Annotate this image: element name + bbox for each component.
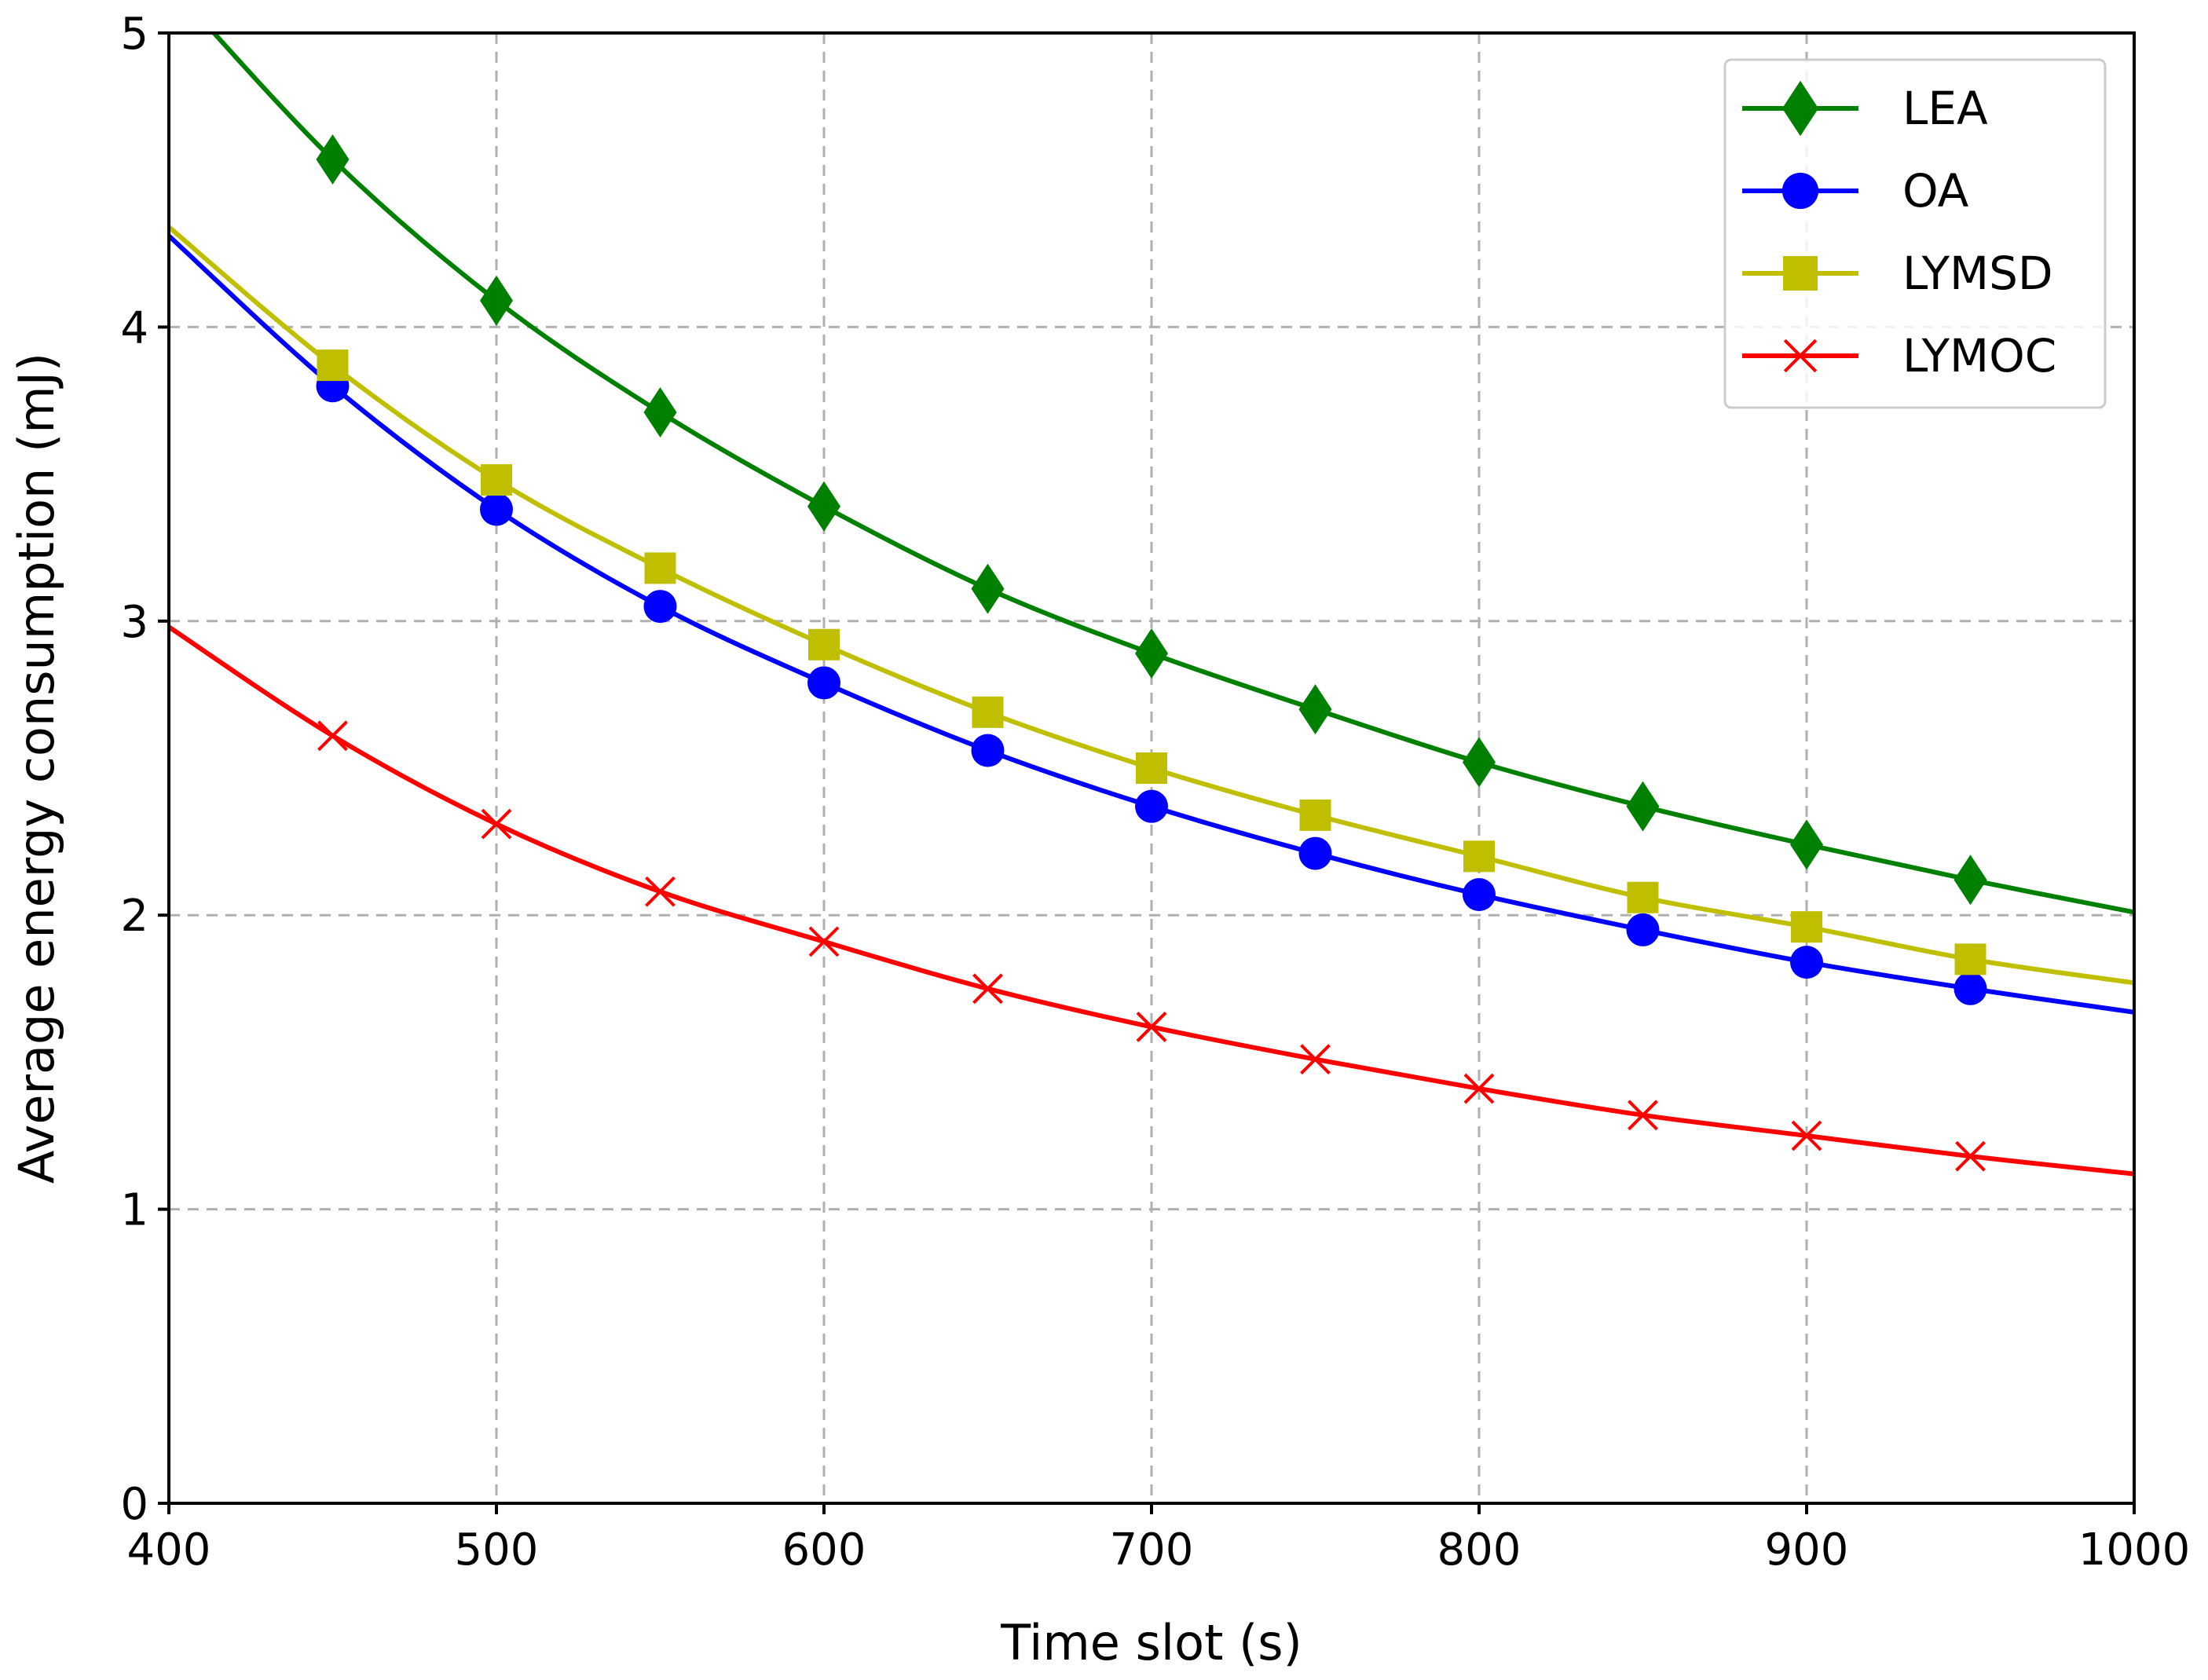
data-point-marker — [972, 973, 1003, 1005]
data-point-marker — [1628, 1100, 1658, 1131]
data-point-marker — [643, 386, 677, 437]
x-tick-label: 600 — [782, 1524, 866, 1576]
series-layer — [169, 33, 2134, 1177]
data-point-marker — [1783, 256, 1818, 291]
legend-label: OA — [1902, 164, 1969, 218]
legend-item: LEA — [1742, 80, 1988, 137]
series-lea — [211, 33, 2134, 915]
legend-label: LYMOC — [1902, 329, 2056, 382]
data-point-marker — [1298, 836, 1332, 870]
data-point-marker — [808, 628, 840, 661]
x-tick-label: 1000 — [2078, 1524, 2191, 1576]
y-tick-label: 1 — [120, 1185, 148, 1236]
x-tick-label: 900 — [1765, 1524, 1849, 1576]
legend-label: LEA — [1902, 82, 1988, 135]
data-point-marker — [481, 464, 512, 496]
data-point-marker — [1135, 789, 1168, 823]
data-point-marker — [1136, 752, 1167, 784]
y-tick-label: 3 — [120, 597, 148, 648]
data-point-marker — [808, 926, 840, 957]
legend-item: LYMSD — [1742, 247, 2053, 300]
data-point-marker — [1136, 1012, 1167, 1042]
y-tick-label: 2 — [120, 891, 148, 942]
data-point-marker — [1463, 1073, 1495, 1104]
y-tick-label: 4 — [120, 302, 148, 353]
data-point-marker — [972, 696, 1004, 728]
data-point-marker — [644, 552, 676, 584]
data-point-marker — [1463, 737, 1496, 788]
data-point-marker — [316, 134, 350, 185]
data-point-marker — [1626, 781, 1660, 832]
data-point-marker — [971, 563, 1005, 614]
data-point-marker — [1783, 339, 1818, 373]
data-point-marker — [1954, 855, 1987, 906]
data-point-marker — [1791, 911, 1822, 943]
y-tick-label: 0 — [120, 1479, 148, 1530]
legend-box — [1723, 58, 2107, 409]
data-point-marker — [807, 666, 840, 700]
data-point-marker — [1135, 628, 1168, 679]
legend-item: LYMOC — [1742, 329, 2056, 382]
data-point-marker — [480, 275, 513, 326]
data-point-marker — [480, 492, 513, 526]
y-axis-title: Average energy consumption (mJ) — [8, 353, 65, 1184]
data-point-marker — [1299, 799, 1331, 831]
y-axis: 0 1 2 3 4 5 — [120, 9, 169, 1530]
data-point-marker — [643, 590, 677, 624]
x-axis-title: Time slot (s) — [1000, 1614, 1302, 1671]
data-point-marker — [1463, 877, 1496, 911]
legend-label: LYMSD — [1902, 247, 2053, 300]
data-point-marker — [645, 876, 676, 907]
legend: LEA OA LYMSD LYMOC — [1723, 58, 2107, 409]
x-tick-label: 400 — [127, 1524, 211, 1576]
data-point-marker — [1790, 946, 1823, 979]
series-lymsd — [169, 225, 2134, 986]
data-point-marker — [481, 808, 512, 840]
data-point-marker — [317, 350, 349, 382]
data-point-marker — [1463, 840, 1495, 873]
x-tick-label: 500 — [455, 1524, 539, 1576]
data-point-marker — [1300, 1044, 1331, 1075]
x-tick-label: 700 — [1110, 1524, 1194, 1576]
legend-item: OA — [1742, 164, 1969, 218]
x-axis: 400 500 600 700 800 900 1000 — [127, 1503, 2191, 1576]
series-lymoc — [169, 624, 2134, 1177]
data-point-marker — [1790, 819, 1823, 870]
data-point-marker — [1954, 972, 1987, 1005]
data-point-marker — [1791, 1120, 1822, 1151]
data-point-marker — [1627, 881, 1659, 913]
data-point-marker — [1781, 80, 1819, 137]
data-point-marker — [1781, 172, 1819, 210]
y-tick-label: 5 — [120, 9, 148, 60]
data-point-marker — [1954, 943, 1986, 975]
data-point-marker — [1298, 684, 1332, 735]
x-tick-label: 800 — [1437, 1524, 1521, 1576]
data-point-marker — [1955, 1140, 1986, 1172]
data-point-marker — [971, 734, 1005, 767]
data-point-marker — [1626, 913, 1660, 946]
data-point-marker — [317, 720, 348, 752]
data-point-marker — [807, 481, 840, 532]
